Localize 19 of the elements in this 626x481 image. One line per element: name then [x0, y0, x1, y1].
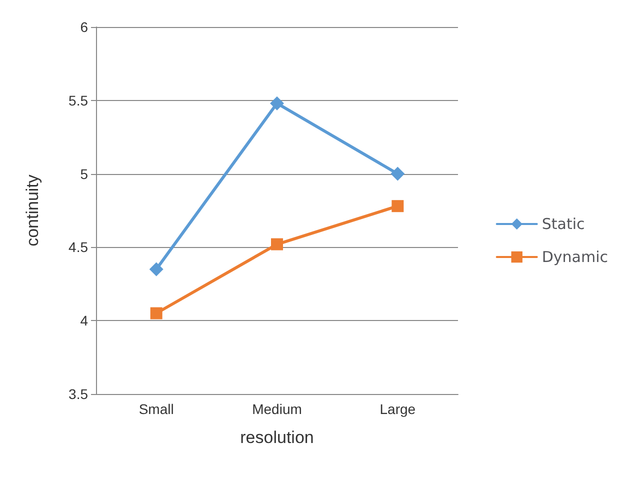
point	[270, 96, 284, 110]
y-tick-label: 4	[80, 312, 88, 329]
legend-label: Dynamic	[542, 248, 608, 266]
y-tick-label: 3.5	[68, 386, 88, 402]
x-axis-title: resolution	[240, 428, 314, 447]
x-tick-label: Small	[138, 401, 174, 417]
legend-label: Static	[542, 215, 585, 233]
y-tick-label: 6	[80, 19, 88, 35]
y-tick-label: 5	[80, 166, 88, 182]
point	[390, 166, 405, 181]
y-axis-title: continuity	[23, 174, 42, 246]
x-tick-label: Medium	[252, 401, 302, 417]
y-tick-label: 4.5	[68, 239, 88, 256]
y-tick-label: 5.5	[68, 92, 88, 108]
point	[392, 200, 404, 212]
point	[149, 262, 164, 276]
point	[150, 307, 162, 320]
x-tick-label: Large	[380, 401, 416, 417]
point	[271, 238, 283, 250]
